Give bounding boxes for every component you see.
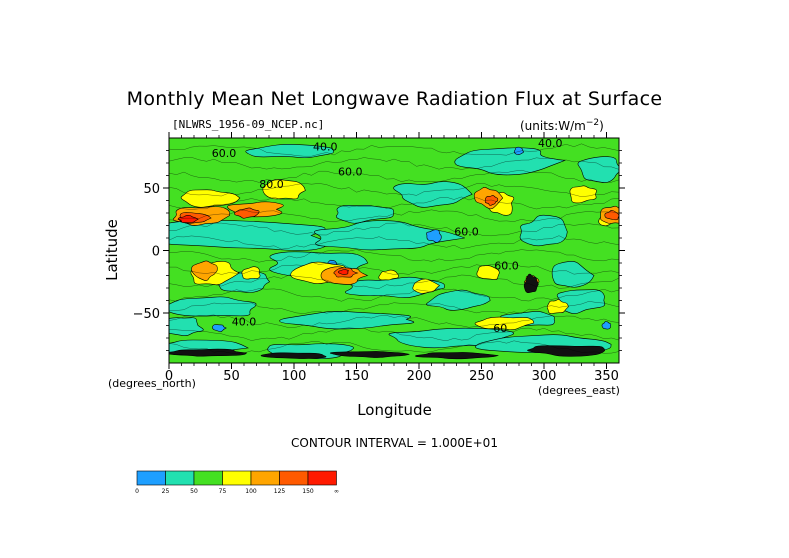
dense-contour-band <box>260 352 327 359</box>
dense-contour-band <box>329 351 410 358</box>
x-tick-label: 100 <box>282 369 307 384</box>
field-region-blue <box>601 321 612 330</box>
field-region-cyan <box>426 289 491 311</box>
field-region-blue <box>212 324 227 332</box>
chart-subtitle: [NLWRS_1956-09_NCEP.nc] <box>172 118 325 131</box>
contour-label: 40.0 <box>232 316 257 329</box>
contour-interval-label: CONTOUR INTERVAL = 1.000E+01 <box>291 436 498 450</box>
colorbar-swatch <box>307 470 337 486</box>
field-region-cyan <box>335 204 394 224</box>
field-region-dark-orange <box>604 210 619 221</box>
contour-label: 60.0 <box>454 226 479 239</box>
colorbar-tick-label: ∞ <box>334 488 339 495</box>
field-region-cyan <box>519 214 568 247</box>
field-region-cyan <box>577 156 619 183</box>
field-region-yellow <box>378 269 400 281</box>
field-region-cyan <box>245 144 334 159</box>
contour-line <box>169 183 619 197</box>
x-unit-note: (degrees_north) <box>108 377 196 390</box>
colorbar-tick-label: 25 <box>162 488 170 495</box>
x-tick-label: 200 <box>407 369 432 384</box>
contour-label: 60.0 <box>338 166 363 179</box>
field-region-yellow <box>546 299 569 314</box>
colorbar-swatch <box>193 470 223 486</box>
contour-line <box>169 261 619 275</box>
contour-line <box>169 301 619 314</box>
colorbar-swatch <box>250 470 280 486</box>
colorbar-tick-label: 150 <box>302 488 314 495</box>
contour-line <box>169 169 619 183</box>
colorbar-swatch <box>279 470 309 486</box>
x-tick-label: 300 <box>532 369 557 384</box>
contour-line <box>169 314 619 329</box>
field-region-blue <box>514 146 524 155</box>
field-region-yellow <box>569 185 597 204</box>
x-tick-label: 350 <box>594 369 619 384</box>
y-tick-label: 50 <box>143 182 160 197</box>
field-region-red <box>177 214 199 223</box>
x-tick-label: 0 <box>165 369 173 384</box>
field-region-cyan <box>169 296 257 317</box>
field-region-yellow <box>180 189 241 208</box>
field-background <box>169 138 619 363</box>
contour-line <box>169 249 619 263</box>
field-region-yellow <box>262 179 306 200</box>
contour-label: 60.0 <box>494 259 519 272</box>
field-region-cyan <box>169 317 204 337</box>
dense-contour-band <box>523 273 539 294</box>
contour-line <box>169 222 619 237</box>
field-region-blue <box>426 229 442 243</box>
dense-contour-band <box>415 352 499 360</box>
field-region-cyan <box>393 181 473 208</box>
contour-line <box>169 327 619 342</box>
contour-label: 40.0 <box>538 137 563 150</box>
colorbar-swatch <box>222 470 252 486</box>
contour-line <box>169 340 619 355</box>
colorbar-swatch <box>165 470 195 486</box>
contour-line <box>169 143 619 157</box>
field-region-cyan <box>169 219 329 251</box>
colorbar-tick-label: 0 <box>135 488 139 495</box>
colorbar-tick-label: 125 <box>274 488 286 495</box>
x-tick-label: 50 <box>223 369 240 384</box>
field-region-dark-orange <box>484 195 499 206</box>
field-region-cyan <box>313 220 465 251</box>
x-tick-label: 250 <box>469 369 494 384</box>
contour-line <box>169 288 619 302</box>
field-region-yellow <box>241 266 261 280</box>
contour-line <box>169 209 619 222</box>
contour-line <box>169 196 619 210</box>
y-tick-label: −50 <box>133 307 160 322</box>
colorbar-tick-label: 100 <box>245 488 257 495</box>
x-tick-label: 150 <box>344 369 369 384</box>
y-tick-label: 0 <box>152 245 160 260</box>
x-axis-label: Longitude <box>357 401 432 419</box>
contour-line <box>169 235 619 250</box>
field-region-red <box>338 269 349 275</box>
y-axis-label: Latitude <box>103 219 121 281</box>
contour-line <box>169 274 619 289</box>
contour-line <box>169 157 619 170</box>
field-region-orange <box>191 260 218 281</box>
colorbar-tick-label: 50 <box>190 488 198 495</box>
chart-title: Monthly Mean Net Longwave Radiation Flux… <box>126 88 663 110</box>
contour-label: 60.0 <box>212 147 237 160</box>
contour-label: 60 <box>493 322 507 335</box>
heatmap-field: 60.0 40.060.080.060.060.040.040.0 60 <box>169 137 619 363</box>
dense-contour-band <box>527 345 606 357</box>
contour-label: 80.0 <box>259 178 284 191</box>
y-unit-note: (degrees_east) <box>538 384 620 397</box>
colorbar-tick-label: 75 <box>219 488 227 495</box>
field-region-cyan <box>551 260 595 288</box>
colorbar-swatch <box>136 470 166 486</box>
contour-label: 40.0 <box>313 141 338 154</box>
units-label: (units:W/m−2) <box>520 118 604 133</box>
